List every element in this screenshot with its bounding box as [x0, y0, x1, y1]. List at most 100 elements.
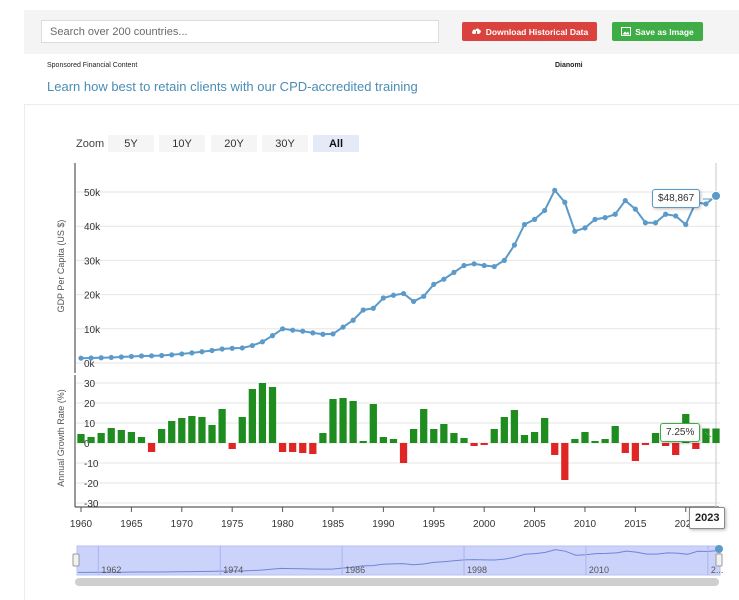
growth-bar [490, 429, 498, 443]
section-divider [24, 104, 739, 105]
growth-bar [450, 433, 458, 443]
navigator-scrollbar [75, 578, 719, 586]
growth-bar [399, 443, 408, 463]
cloud-download-icon [471, 27, 482, 36]
navigator-left-handle [72, 553, 80, 567]
zoom-30y-button[interactable]: 30Y [262, 135, 308, 152]
growth-bar [379, 437, 388, 443]
growth-bar [319, 433, 327, 443]
growth-bar [309, 443, 317, 454]
growth-bar [117, 430, 125, 443]
gdp-point [683, 221, 689, 228]
x-tick-label: 2010 [574, 519, 597, 530]
growth-y-tick-label: -20 [84, 479, 99, 490]
growth-bar [268, 387, 277, 443]
gdp-point [259, 339, 266, 345]
growth-bar [551, 443, 559, 455]
growth-bar [389, 439, 398, 443]
gdp-point [542, 207, 548, 214]
x-tick-label: 2005 [523, 519, 546, 530]
zoom-10y-button[interactable]: 10Y [159, 135, 205, 152]
gdp-point [209, 347, 215, 354]
gdp-point [118, 354, 124, 360]
x-tick-label: 1975 [221, 519, 244, 530]
download-button-label: Download Historical Data [485, 26, 589, 37]
save-as-image-button[interactable]: Save as Image [612, 22, 703, 41]
growth-bar [278, 443, 287, 452]
gdp-point [703, 201, 709, 207]
navigator-label: 2010 [589, 565, 609, 575]
gdp-point [249, 342, 255, 349]
growth-bar [672, 443, 680, 455]
sponsored-label: Sponsored Financial Content [47, 62, 138, 69]
download-historical-data-button[interactable]: Download Historical Data [462, 22, 597, 41]
gdp-point [411, 298, 417, 305]
gdp-point [642, 220, 649, 226]
x-tick-label: 1960 [70, 519, 93, 530]
gdp-point [310, 330, 316, 336]
x-tick-label: 1990 [372, 519, 395, 530]
gdp-point [340, 324, 346, 330]
gdp-point [711, 190, 721, 201]
growth-bar [631, 443, 639, 461]
growth-bar [158, 429, 166, 443]
growth-bar [329, 399, 337, 443]
gdp-point [350, 317, 356, 323]
navigator-label: 1998 [467, 565, 487, 575]
zoom-5y-button[interactable]: 5Y [108, 135, 154, 152]
growth-y-tick-label: 0 [84, 439, 90, 450]
gdp-point [400, 290, 407, 297]
gdp-y-tick-label: 30k [84, 256, 101, 267]
growth-bar [470, 443, 478, 446]
navigator-series-line [77, 549, 719, 573]
growth-bar [248, 389, 256, 443]
gdp-point [592, 216, 598, 222]
save-button-label: Save as Image [635, 26, 694, 37]
gdp-point [602, 215, 608, 221]
growth-tooltip: 7.25% [660, 423, 701, 442]
zoom-label: Zoom [76, 138, 105, 150]
gdp-point [138, 353, 145, 359]
gdp-point [582, 225, 588, 231]
gdp-axis-title: GDP Per Capita (US $) [56, 220, 66, 313]
growth-y-tick-label: 30 [84, 379, 96, 390]
gdp-point [360, 307, 366, 313]
x-tick-label: 1965 [120, 519, 143, 530]
navigator-range [76, 545, 721, 576]
growth-bar [208, 425, 216, 443]
growth-bar [369, 404, 377, 443]
search-input[interactable] [41, 20, 439, 43]
growth-y-tick-label: 20 [84, 399, 96, 410]
growth-bar [591, 441, 599, 443]
gdp-point [481, 262, 487, 269]
image-icon [621, 27, 632, 36]
zoom-20y-button[interactable]: 20Y [211, 135, 257, 152]
growth-bar [409, 429, 418, 443]
x-tick-label: 1980 [271, 519, 294, 530]
gdp-point [501, 257, 507, 263]
zoom-all-button[interactable]: All [313, 135, 359, 152]
growth-bar [188, 416, 196, 443]
growth-bar [500, 417, 508, 443]
gdp-point [441, 276, 447, 282]
growth-bar [621, 443, 629, 453]
gdp-y-tick-label: 40k [84, 222, 101, 233]
gdp-point [663, 211, 669, 217]
sponsored-ad-link[interactable]: Learn how best to retain clients with ou… [47, 79, 418, 94]
gdp-point [471, 261, 477, 267]
gdp-point [612, 211, 618, 217]
growth-bar [238, 417, 246, 443]
x-tick-label: 2000 [473, 519, 496, 530]
gdp-y-tick-label: 50k [84, 188, 101, 199]
growth-tooltip-pointer [704, 431, 712, 438]
gdp-line [80, 188, 717, 360]
gdp-point [179, 351, 185, 357]
gdp-point [673, 213, 679, 219]
gdp-y-tick-label: 0k [84, 359, 96, 370]
growth-bar [510, 410, 519, 443]
gdp-y-tick-label: 10k [84, 325, 101, 336]
growth-bar [258, 383, 267, 443]
growth-bar [641, 443, 650, 445]
gdp-point [169, 352, 175, 358]
